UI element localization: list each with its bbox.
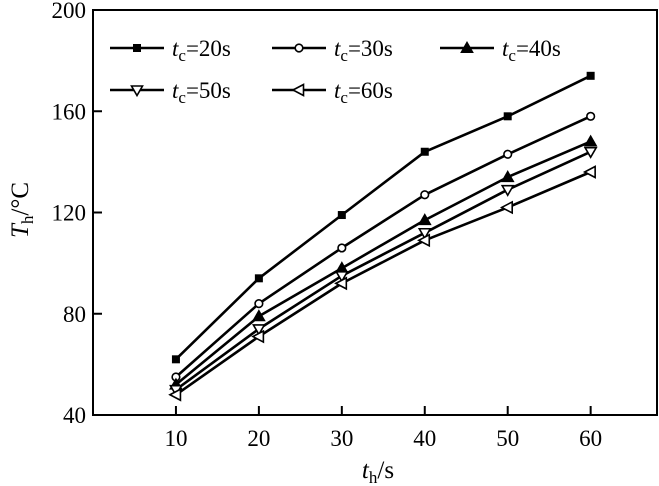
- data-point: [130, 85, 144, 98]
- series-4: [169, 146, 598, 397]
- x-axis-ticks: 10 20 30 40 50 60: [164, 406, 602, 451]
- series-line: [175, 150, 592, 391]
- data-point: [254, 299, 264, 309]
- data-point: [337, 243, 347, 253]
- y-tick-label: 80: [63, 302, 86, 327]
- x-axis-title-unit: /s: [377, 457, 394, 484]
- series-line: [175, 115, 592, 378]
- y-tick-label: 120: [52, 201, 87, 226]
- x-tick-label: 10: [164, 426, 187, 451]
- series-3: [169, 134, 598, 390]
- x-tick-label: 60: [579, 426, 602, 451]
- x-tick-label: 20: [247, 426, 270, 451]
- x-tick-label: 50: [496, 426, 519, 451]
- series-1: [171, 71, 595, 364]
- data-point: [583, 134, 598, 147]
- data-point: [337, 211, 346, 220]
- legend-entry: tc=30s: [272, 36, 393, 65]
- data-point: [294, 43, 304, 53]
- series-line: [175, 140, 592, 386]
- x-axis-title-sub: h: [369, 468, 378, 486]
- data-point: [500, 184, 515, 197]
- data-point: [420, 190, 430, 200]
- data-point: [334, 276, 348, 291]
- data-point: [251, 329, 265, 344]
- plot-border: [92, 9, 658, 416]
- data-point: [251, 324, 266, 337]
- y-axis-title: Th/°C: [7, 182, 37, 238]
- x-tick-label: 30: [330, 426, 353, 451]
- plot-frame: [92, 9, 658, 416]
- y-tick-label: 160: [52, 99, 87, 124]
- data-point: [133, 44, 141, 52]
- data-point: [460, 40, 474, 53]
- data-point: [252, 309, 266, 322]
- data-point: [503, 112, 512, 121]
- data-point: [586, 71, 595, 80]
- legend-label: tc=40s: [502, 36, 561, 65]
- data-point: [171, 355, 180, 364]
- x-tick-label: 40: [413, 426, 436, 451]
- legend-entry: tc=20s: [110, 36, 231, 65]
- legend-label: tc=20s: [172, 36, 231, 65]
- series-5: [168, 165, 596, 402]
- data-point: [168, 387, 182, 402]
- data-point: [417, 227, 432, 240]
- y-axis-title-sub: h: [18, 215, 37, 224]
- data-point: [420, 147, 429, 156]
- data-point: [291, 83, 305, 97]
- legend-entry: tc=40s: [440, 36, 561, 65]
- legend-entry: tc=60s: [272, 78, 393, 107]
- data-point: [500, 170, 515, 183]
- legend-label: tc=30s: [334, 36, 393, 65]
- data-point: [254, 274, 263, 283]
- y-axis-ticks: 40 80 120 160 200: [52, 0, 102, 428]
- data-point: [583, 146, 598, 159]
- data-point: [417, 233, 431, 248]
- data-point: [586, 111, 596, 121]
- data-point: [499, 200, 514, 215]
- legend-label: tc=50s: [172, 78, 231, 107]
- y-tick-label: 200: [52, 0, 87, 23]
- x-axis-title-var: t: [362, 457, 370, 484]
- series-layer: [168, 71, 598, 402]
- legend: tc=20s tc=30s tc=40s tc=50s tc=60s: [110, 36, 561, 107]
- data-point: [503, 149, 513, 159]
- legend-entry: tc=50s: [110, 78, 231, 107]
- data-point: [582, 165, 596, 179]
- y-axis-title-unit: /°C: [7, 182, 34, 216]
- series-2: [171, 111, 596, 382]
- series-line: [174, 74, 592, 361]
- y-tick-label: 40: [63, 403, 86, 428]
- data-point: [417, 213, 432, 226]
- x-axis-title: th/s: [362, 457, 394, 486]
- legend-label: tc=60s: [334, 78, 393, 107]
- series-line: [175, 170, 592, 396]
- y-axis-title-var: T: [7, 222, 34, 238]
- data-point: [334, 270, 349, 283]
